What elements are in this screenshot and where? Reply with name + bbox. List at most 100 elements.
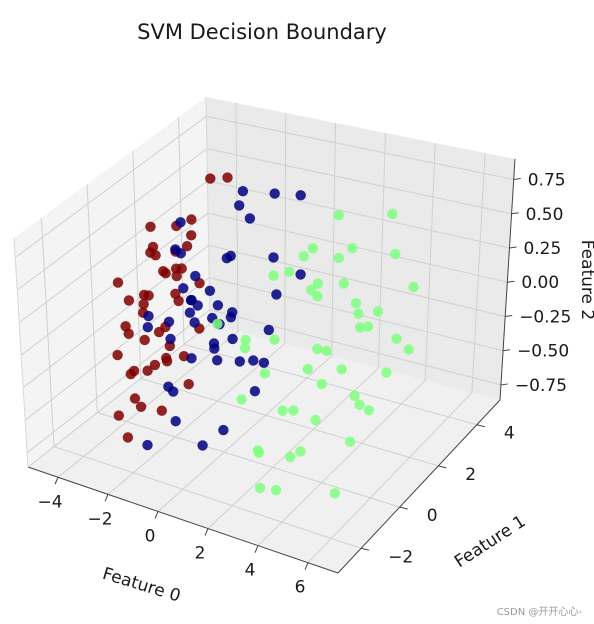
data-point (158, 266, 169, 277)
z-tick-mark (505, 314, 513, 317)
data-point (170, 288, 181, 299)
data-point (212, 300, 224, 311)
data-point (333, 252, 344, 264)
data-point (268, 270, 279, 281)
data-point (329, 488, 341, 499)
floor-pane (28, 324, 500, 573)
data-point (362, 321, 374, 332)
data-point (310, 414, 321, 426)
z-tick-label: −0.75 (515, 376, 567, 396)
data-point (142, 322, 153, 333)
data-point (142, 439, 153, 451)
y-tick-label: 4 (504, 424, 515, 444)
grid-line-x (307, 152, 486, 564)
data-point (268, 252, 279, 263)
data-point (285, 451, 296, 463)
data-point (190, 270, 201, 282)
data-point (363, 405, 375, 416)
data-point (347, 243, 358, 254)
data-point (295, 190, 306, 201)
x-tick-mark (154, 511, 159, 519)
data-point (372, 306, 384, 317)
data-point (186, 294, 197, 306)
data-point (237, 186, 249, 197)
data-point (204, 285, 216, 296)
data-point (145, 221, 156, 232)
pane-edge (27, 323, 211, 468)
x-tick-label: 4 (245, 561, 256, 581)
data-point (125, 368, 136, 380)
data-point (277, 405, 288, 416)
y-tick-mark (361, 547, 370, 551)
data-point (175, 217, 186, 228)
data-point (149, 359, 161, 371)
z-tick-label: 0.75 (528, 171, 566, 191)
x-axis-line (27, 466, 339, 574)
grid-line-x (57, 102, 239, 478)
grid-line-x (107, 112, 287, 495)
data-point (240, 334, 251, 346)
data-point (218, 424, 229, 436)
data-point (112, 349, 123, 361)
z-tick-label: 0.50 (526, 205, 564, 225)
data-point (234, 200, 245, 211)
x-tick-label: −4 (37, 492, 62, 512)
y-axis-line (337, 399, 501, 574)
x-tick-label: 6 (295, 578, 306, 598)
x-tick-mark (254, 545, 259, 553)
z-tick-label: 0.25 (523, 239, 561, 259)
data-point (176, 263, 187, 274)
data-point (184, 307, 196, 318)
data-point (288, 405, 299, 416)
data-point (258, 357, 270, 368)
data-point (161, 356, 173, 367)
data-point (142, 365, 153, 376)
grid-line-x (257, 142, 436, 546)
data-point (350, 298, 362, 309)
data-point (391, 333, 402, 344)
data-point (112, 277, 124, 288)
data-point (312, 291, 323, 302)
z-tick-mark (500, 383, 509, 386)
data-point (165, 333, 176, 345)
data-point (209, 343, 220, 354)
data-point (269, 334, 280, 345)
y-tick-mark (399, 506, 408, 510)
data-point (189, 317, 200, 328)
data-point (227, 307, 238, 318)
x-tick-mark (104, 494, 109, 502)
data-point (353, 308, 364, 319)
data-point (344, 436, 356, 447)
data-point (263, 324, 274, 336)
data-point (408, 281, 419, 293)
y-tick-mark (476, 424, 485, 428)
data-point (197, 440, 208, 451)
pane-edge (13, 237, 29, 468)
data-point (236, 394, 247, 405)
y-tick-label: 0 (427, 506, 438, 526)
data-point (254, 482, 266, 494)
watermark: CSDN @开开心心- (496, 607, 582, 618)
grid-line-x (207, 132, 386, 529)
data-point (143, 290, 154, 301)
z-axis-label: Feature 2 (577, 240, 594, 320)
data-point (403, 344, 414, 355)
scatter-points (112, 172, 419, 499)
z-tick-label: −0.50 (517, 342, 569, 362)
data-point (139, 334, 150, 346)
data-point (212, 318, 223, 330)
data-point (316, 378, 328, 390)
x-tick-label: 2 (195, 544, 206, 564)
z-tick-mark (502, 349, 511, 352)
data-point (252, 445, 264, 456)
data-point (186, 214, 197, 225)
data-point (259, 368, 271, 379)
data-point (312, 278, 324, 289)
data-point (333, 210, 344, 221)
data-point (349, 390, 360, 401)
data-point (178, 283, 189, 294)
data-point (387, 208, 398, 220)
x-tick-label: 0 (145, 526, 156, 546)
data-point (120, 321, 131, 332)
data-point (123, 295, 135, 306)
